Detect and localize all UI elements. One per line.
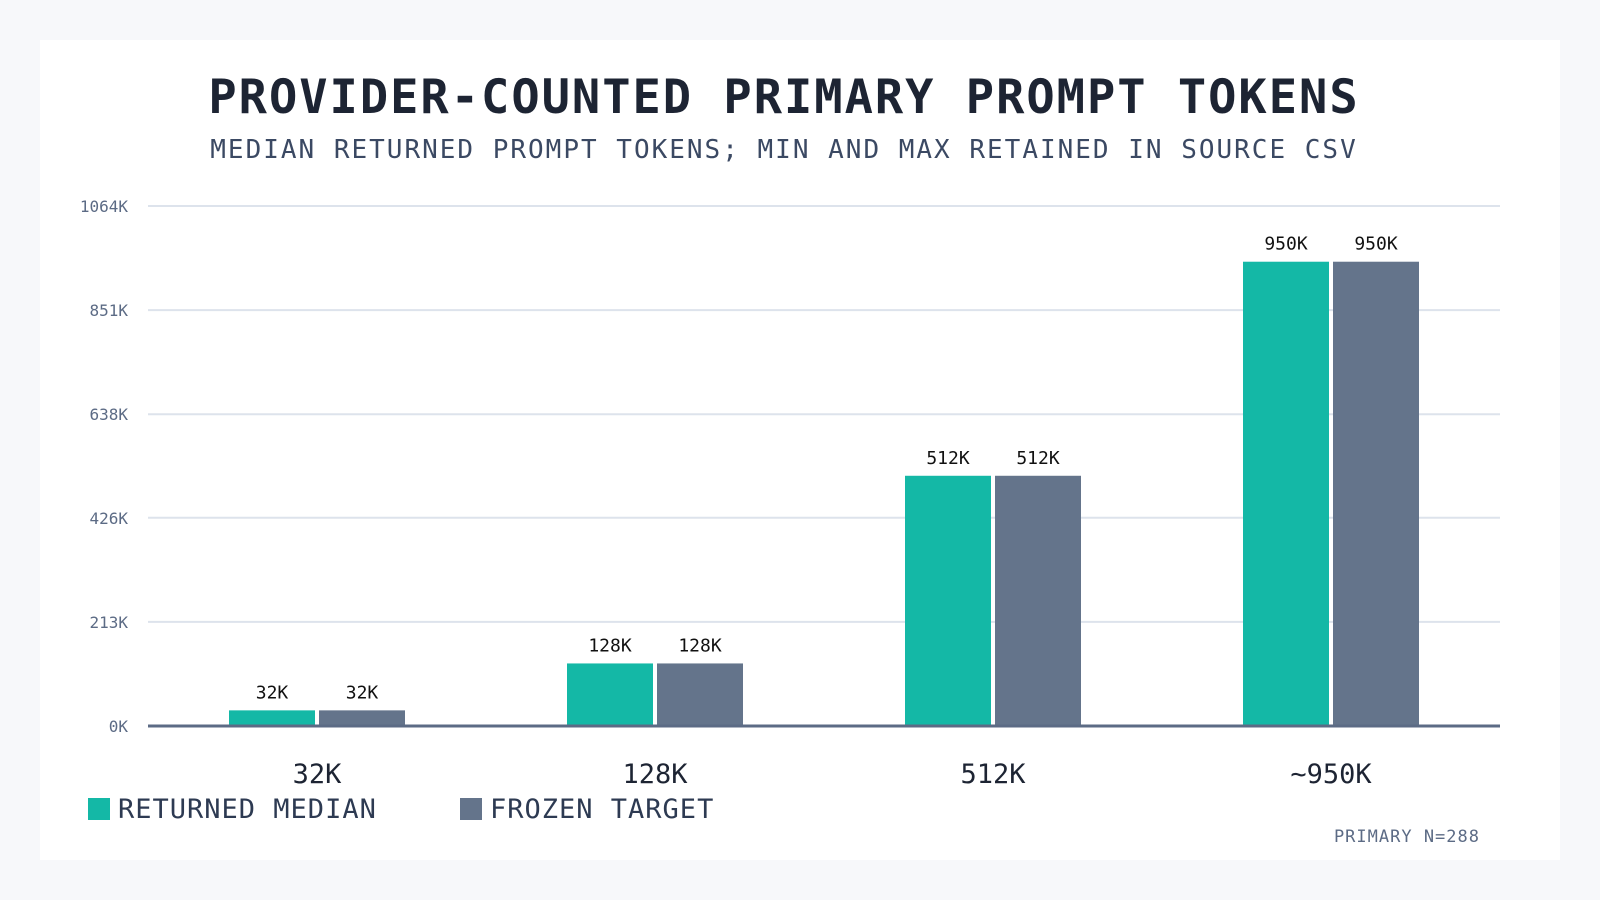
data-label: 128K (678, 635, 722, 656)
data-labels: 32K 32K 128K 128K 512K 512K 950K 950K (256, 234, 1398, 704)
y-axis-ticks: 0K 213K 426K 638K 851K 1064K (80, 197, 129, 736)
x-tick-label: 128K (622, 759, 688, 790)
bar (567, 663, 653, 726)
legend-label: RETURNED MEDIAN (118, 794, 377, 825)
data-label: 32K (256, 682, 289, 703)
y-tick-label: 426K (89, 509, 128, 528)
data-label: 32K (346, 682, 379, 703)
x-tick-label: 512K (960, 759, 1026, 790)
bar (995, 475, 1081, 726)
data-label: 950K (1354, 234, 1398, 255)
bar (1333, 261, 1419, 726)
bar (657, 663, 743, 726)
data-label: 128K (588, 635, 632, 656)
chart-card: PROVIDER-COUNTED PRIMARY PROMPT TOKENS M… (40, 40, 1560, 860)
y-tick-label: 213K (89, 613, 128, 632)
chart-title: PROVIDER-COUNTED PRIMARY PROMPT TOKENS (208, 70, 1359, 125)
y-tick-label: 1064K (80, 197, 129, 216)
y-tick-label: 0K (109, 717, 129, 736)
x-tick-label: ~950K (1290, 759, 1372, 790)
y-tick-label: 851K (89, 301, 128, 320)
y-tick-label: 638K (89, 405, 128, 424)
bar (905, 475, 991, 726)
data-label: 512K (926, 448, 970, 469)
bar (1243, 261, 1329, 726)
bar (229, 710, 315, 726)
legend: RETURNED MEDIAN FROZEN TARGET (88, 794, 714, 825)
legend-swatch (460, 798, 482, 820)
bar (319, 710, 405, 726)
data-label: 950K (1264, 234, 1308, 255)
x-axis-ticks: 32K 128K 512K ~950K (293, 759, 1373, 790)
sample-size-note: PRIMARY N=288 (1334, 827, 1480, 847)
legend-swatch (88, 798, 110, 820)
legend-label: FROZEN TARGET (490, 794, 714, 825)
data-label: 512K (1016, 448, 1060, 469)
bars (229, 261, 1419, 726)
chart-svg: PROVIDER-COUNTED PRIMARY PROMPT TOKENS M… (80, 70, 1500, 847)
x-tick-label: 32K (293, 759, 343, 790)
chart-subtitle: MEDIAN RETURNED PROMPT TOKENS; MIN AND M… (210, 135, 1357, 165)
